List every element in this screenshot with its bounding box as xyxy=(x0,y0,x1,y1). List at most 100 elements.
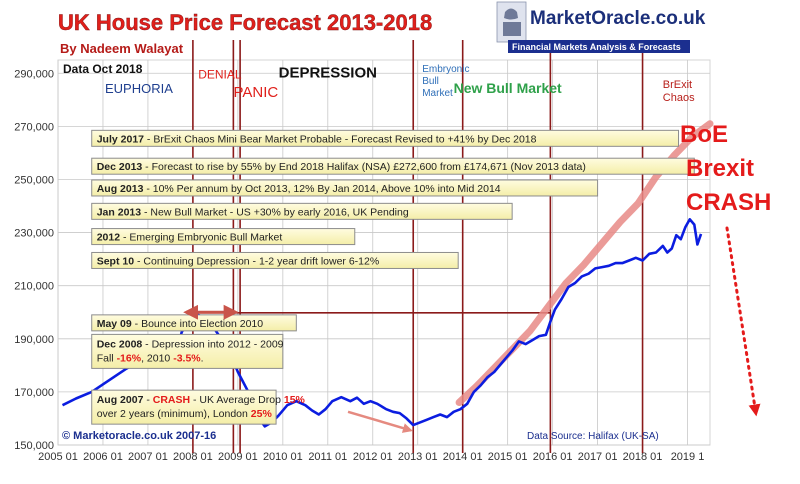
dec2008-body: - Depression into 2012 - 2009 xyxy=(142,338,283,350)
annotation-box xyxy=(91,157,695,175)
dec2008-fall-pct: -16% xyxy=(117,352,142,364)
boe-crash-line-3: CRASH xyxy=(686,189,771,216)
aug2007-l2a: over 2 years (minimum), London xyxy=(97,408,251,420)
x-tick-label: 2016 01 xyxy=(533,451,573,463)
x-tick-label: 2008 01 xyxy=(173,451,213,463)
annotation-text: Sept 10 - Continuing Depression - 1-2 ye… xyxy=(97,255,379,267)
boe-crash-line-2: Brexit xyxy=(686,155,754,182)
annotation-date: Sept 10 xyxy=(97,255,135,267)
phase-label: DEPRESSION xyxy=(279,64,377,81)
y-tick-label: 270,000 xyxy=(14,121,54,133)
x-tick-label: 2014 01 xyxy=(443,451,483,463)
x-tick-label: 2013 01 xyxy=(398,451,438,463)
annotation-boxes: July 2017 - BrExit Chaos Mini Bear Marke… xyxy=(91,129,695,425)
phase-label: DENIAL xyxy=(198,68,242,82)
aug2007-crash: CRASH xyxy=(153,394,190,406)
dec2008-2010-pct: -3.5% xyxy=(173,352,201,364)
chart-title: UK House Price Forecast 2013-2018 xyxy=(58,10,432,35)
dec2008-line-1: Dec 2008 - Depression into 2012 - 2009 xyxy=(97,338,284,350)
brand-tagline-bar xyxy=(508,40,690,53)
boe-crash-label: BoE Brexit CRASH xyxy=(680,121,771,216)
annotation-date: Aug 2013 xyxy=(97,183,144,195)
arrow-decline xyxy=(347,410,413,433)
annotation-box xyxy=(91,251,459,269)
aug2007-line-1: Aug 2007 - CRASH - UK Average Drop 15% xyxy=(97,394,306,406)
annotation-text: May 09 - Bounce into Election 2010 xyxy=(97,318,264,330)
chart-subtitle: By Nadeem Walayat xyxy=(60,41,184,56)
dec2008-l2a: Fall xyxy=(97,352,117,364)
x-tick-label: 2009 01 xyxy=(218,451,258,463)
y-tick-label: 230,000 xyxy=(14,228,54,240)
x-tick-label: 2018 01 xyxy=(623,451,663,463)
x-tick-label: 2019 1 xyxy=(671,451,705,463)
y-tick-label: 290,000 xyxy=(14,68,54,80)
aug2007-l1c: - UK Average Drop xyxy=(190,394,284,406)
copyright-label: © Marketoracle.co.uk 2007-16 xyxy=(62,430,216,442)
annotation-date: Dec 2013 xyxy=(97,161,143,173)
aug2007-line-2: over 2 years (minimum), London 25% xyxy=(97,408,273,420)
y-tick-label: 150,000 xyxy=(14,440,54,452)
annotation-text: Jan 2013 - New Bull Market - US +30% by … xyxy=(97,206,409,218)
annotation-box xyxy=(91,129,680,147)
x-tick-label: 2015 01 xyxy=(488,451,528,463)
dec2008-l2c: , 2010 xyxy=(141,352,173,364)
annotation-body: - New Bull Market - US +30% by early 201… xyxy=(141,206,409,218)
boe-crash-line-1: BoE xyxy=(680,121,728,148)
x-tick-label: 2007 01 xyxy=(128,451,168,463)
y-tick-label: 170,000 xyxy=(14,387,54,399)
dec2008-l2e: . xyxy=(201,352,204,364)
annotation-date: Jan 2013 xyxy=(97,206,142,218)
dec2008-date: Dec 2008 xyxy=(97,338,143,350)
aug2007-drop-pct: 15% xyxy=(284,394,306,406)
x-tick-label: 2012 01 xyxy=(353,451,393,463)
dec2008-line-2: Fall -16%, 2010 -3.5%. xyxy=(97,352,204,364)
annotation-date: July 2017 xyxy=(97,133,144,145)
phase-multiline-label: Embryonic xyxy=(422,64,469,75)
aug2007-london-pct: 25% xyxy=(251,408,273,420)
annotation-body: - BrExit Chaos Mini Bear Market Probable… xyxy=(144,133,537,145)
annotation-body: - Continuing Depression - 1-2 year drift… xyxy=(134,255,379,267)
annotation-box xyxy=(91,179,599,197)
x-tick-label: 2005 01 xyxy=(38,451,78,463)
x-tick-label: 2010 01 xyxy=(263,451,303,463)
y-tick-label: 210,000 xyxy=(14,281,54,293)
phase-multiline-label: Bull xyxy=(422,76,439,87)
y-axis: 150,000 170,000 190,000 210,000 230,000 250,0… xyxy=(14,68,54,452)
annotation-box xyxy=(91,228,356,246)
phase-label: EUPHORIA xyxy=(105,81,173,96)
phase-label: New Bull Market xyxy=(454,80,562,96)
annotation-body: - Emerging Embryonic Bull Market xyxy=(120,232,282,244)
y-tick-label: 250,000 xyxy=(14,174,54,186)
x-tick-label: 2006 01 xyxy=(83,451,123,463)
x-tick-label: 2011 01 xyxy=(308,451,347,463)
aug2007-box xyxy=(91,389,277,425)
annotation-text: Dec 2013 - Forecast to rise by 55% by En… xyxy=(97,161,586,173)
annotation-text: July 2017 - BrExit Chaos Mini Bear Marke… xyxy=(97,133,537,145)
annotation-text: Aug 2013 - 10% Per annum by Oct 2013, 12… xyxy=(97,183,501,195)
aug2007-date: Aug 2007 xyxy=(97,394,144,406)
annotation-body: - 10% Per annum by Oct 2013, 12% By Jan … xyxy=(143,183,500,195)
brand-logo: MarketOracle.co.uk Financial Markets Ana… xyxy=(496,1,706,53)
annotation-text: 2012 - Emerging Embryonic Bull Market xyxy=(97,232,283,244)
oracle-figure-icon xyxy=(503,8,521,36)
phase-label: PANIC xyxy=(233,84,278,101)
crash-arrow xyxy=(725,226,761,417)
annotation-date: May 09 xyxy=(97,318,132,330)
arrows xyxy=(183,304,413,433)
brand-tagline: Financial Markets Analysis & Forecasts xyxy=(512,42,681,52)
phase-multiline-label: BrExit xyxy=(663,79,692,91)
phase-multiline-label: Market xyxy=(422,88,453,99)
annotation-date: 2012 xyxy=(97,232,121,244)
annotation-box xyxy=(91,202,513,220)
phase-multiline-label: Chaos xyxy=(663,92,695,104)
annotation-body: - Forecast to rise by 55% by End 2018 Ha… xyxy=(142,161,586,173)
phase-lines xyxy=(192,40,644,453)
y-tick-label: 190,000 xyxy=(14,334,54,346)
x-tick-label: 2017 01 xyxy=(578,451,618,463)
brand-name: MarketOracle.co.uk xyxy=(530,8,706,29)
aug2007-l1a: - xyxy=(143,394,152,406)
data-source-label: Data Source: Halifax (UK-SA) xyxy=(527,431,659,442)
annotation-body: - Bounce into Election 2010 xyxy=(132,318,263,330)
